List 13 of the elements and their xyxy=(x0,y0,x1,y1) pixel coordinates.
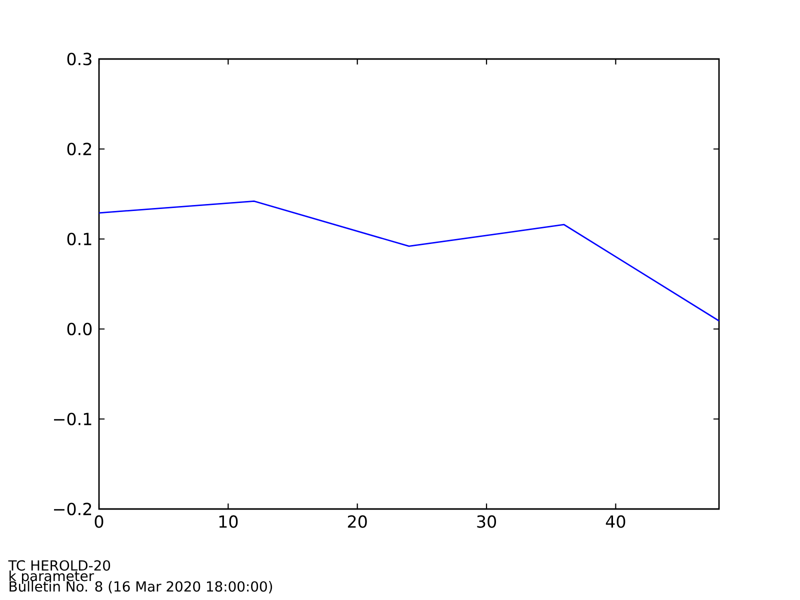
x-tick-label: 10 xyxy=(219,515,238,528)
x-tick-label: 30 xyxy=(477,515,496,528)
y-tick-label: −0.1 xyxy=(54,412,92,426)
y-tick-label: 0.2 xyxy=(67,142,92,156)
x-tick-label: 40 xyxy=(606,515,626,528)
y-tick-label: −0.2 xyxy=(54,502,92,516)
y-tick-label: 0.0 xyxy=(67,322,92,336)
x-tick-label: 20 xyxy=(348,515,367,528)
text: TC HEROLD-20 xyxy=(8,560,110,571)
x-tick-label: 0 xyxy=(94,515,104,528)
line-series xyxy=(98,200,720,322)
y-tick-label: 0.3 xyxy=(67,52,92,66)
y-tick-label: 0.1 xyxy=(67,232,92,246)
